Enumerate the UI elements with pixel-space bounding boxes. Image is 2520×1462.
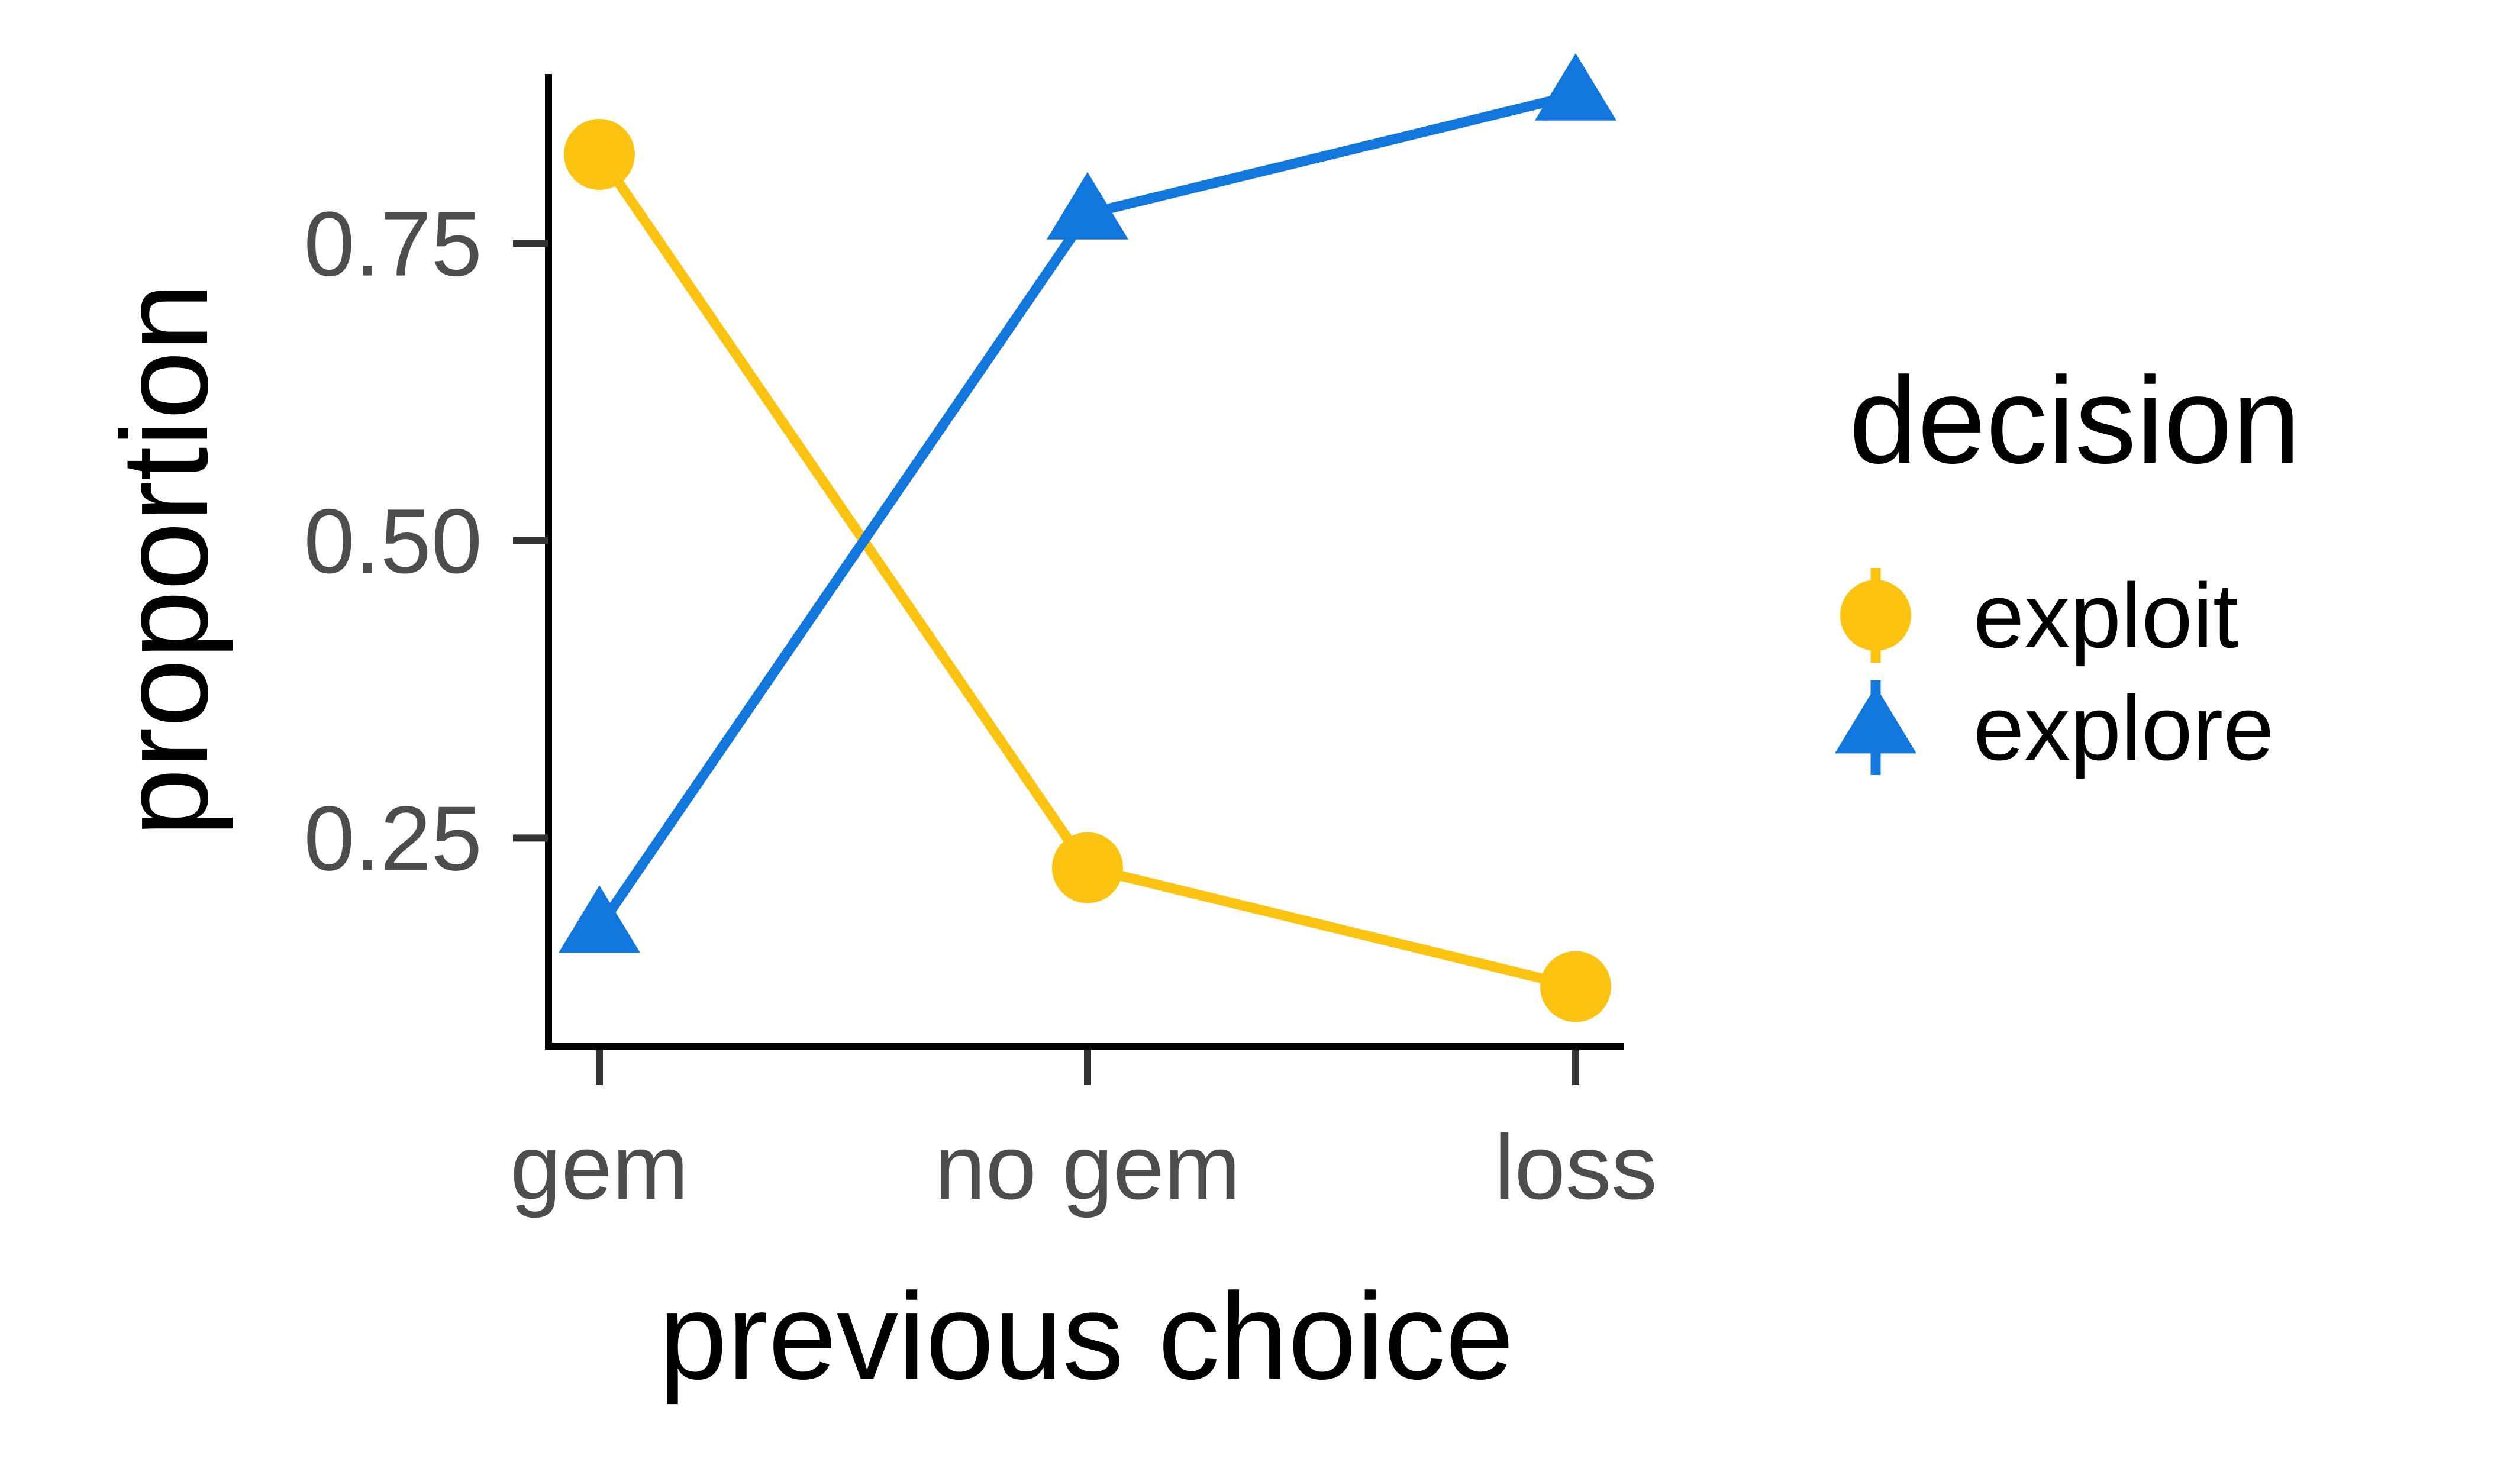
series-exploit	[564, 118, 1611, 1022]
legend-item-exploit: exploit	[1840, 564, 2238, 667]
legend-label: explore	[1973, 677, 2274, 779]
legend-label: exploit	[1973, 564, 2238, 667]
ticks: 0.25 0.50 0.75 gem no gem loss	[304, 193, 1657, 1218]
x-tick-label: gem	[510, 1116, 689, 1218]
plot-area	[559, 53, 1616, 1022]
y-tick-label: 0.50	[304, 490, 482, 592]
data-point-explore	[1535, 53, 1616, 121]
data-point-exploit	[1540, 951, 1611, 1022]
axes	[545, 74, 1624, 1050]
y-axis-title: proportion	[96, 283, 234, 837]
legend-key-triangle-icon	[1835, 686, 1916, 754]
data-point-explore	[559, 885, 640, 953]
y-tick-label: 0.75	[304, 193, 482, 295]
legend-item-explore: explore	[1835, 677, 2274, 779]
series-explore	[559, 53, 1616, 953]
y-tick-label: 0.25	[304, 787, 482, 889]
data-point-exploit	[1052, 832, 1123, 903]
legend-key-circle-icon	[1840, 580, 1911, 651]
data-point-explore	[1047, 172, 1128, 240]
x-tick-label: loss	[1494, 1116, 1657, 1218]
data-point-exploit	[564, 118, 635, 190]
x-axis-title: previous choice	[659, 1268, 1514, 1405]
x-tick-label: no gem	[935, 1116, 1241, 1218]
legend-title: decision	[1849, 352, 2300, 489]
